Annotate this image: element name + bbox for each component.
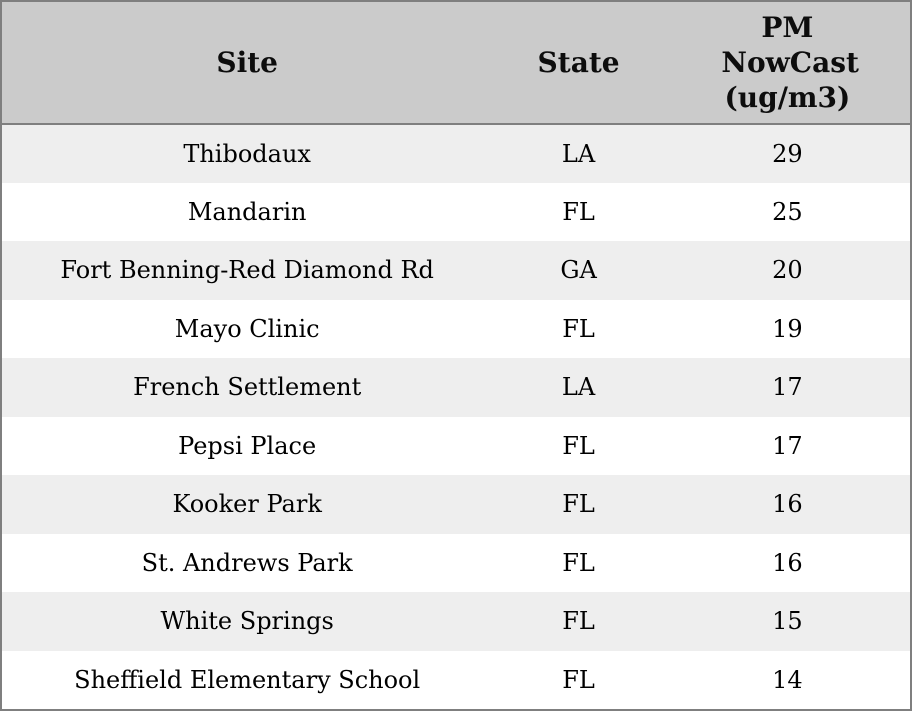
table-row: Sheffield Elementary School FL 14 [2,650,910,709]
state-cell: FL [562,548,595,577]
table-row: Mandarin FL 25 [2,182,910,241]
state-cell: LA [561,373,596,402]
site-cell: Thibodaux [183,139,311,168]
header-row: Site State PM NowCast (ug/m3) [2,2,910,125]
state-cell: FL [562,197,595,226]
site-cell: Mandarin [187,197,307,226]
site-cell: St. Andrews Park [141,548,353,577]
col-header-pm-nowcast-label: PM NowCast (ug/m3) [721,11,859,114]
table-row: Pepsi Place FL 17 [2,416,910,475]
value-cell: 14 [772,665,803,694]
value-cell: 19 [772,314,803,343]
value-cell: 29 [772,139,803,168]
value-cell: 25 [772,197,803,226]
state-cell: FL [562,431,595,460]
col-header-site-label: Site [216,46,278,79]
table-row: Thibodaux LA 29 [2,124,910,183]
table-row: White Springs FL 15 [2,592,910,651]
state-cell: FL [562,665,595,694]
value-cell: 16 [772,490,803,519]
site-cell: White Springs [160,607,334,636]
state-cell: GA [560,256,597,285]
table-row: St. Andrews Park FL 16 [2,533,910,592]
table-body: Thibodaux LA 29 Mandarin FL 25 Fort Benn… [2,124,910,709]
state-cell: FL [562,490,595,519]
value-cell: 15 [772,607,803,636]
table-header: Site State PM NowCast (ug/m3) [2,2,910,125]
table-row: Fort Benning-Red Diamond Rd GA 20 [2,241,910,300]
value-cell: 16 [772,548,803,577]
table-row: Kooker Park FL 16 [2,475,910,534]
site-cell: French Settlement [133,373,362,402]
site-cell: Mayo Clinic [174,314,320,343]
col-header-state-label: State [537,46,620,79]
site-cell: Pepsi Place [178,431,317,460]
col-header-site: Site [2,2,493,125]
value-cell: 17 [772,431,803,460]
site-cell: Sheffield Elementary School [74,665,421,694]
table-row: French Settlement LA 17 [2,358,910,417]
col-header-state: State [492,2,665,125]
site-cell: Fort Benning-Red Diamond Rd [60,256,434,285]
value-cell: 20 [772,256,803,285]
col-header-pm-nowcast: PM NowCast (ug/m3) [664,2,910,125]
value-cell: 17 [772,373,803,402]
state-cell: LA [561,139,596,168]
site-cell: Kooker Park [172,490,322,519]
table-row: Mayo Clinic FL 19 [2,299,910,358]
state-cell: FL [562,607,595,636]
state-cell: FL [562,314,595,343]
